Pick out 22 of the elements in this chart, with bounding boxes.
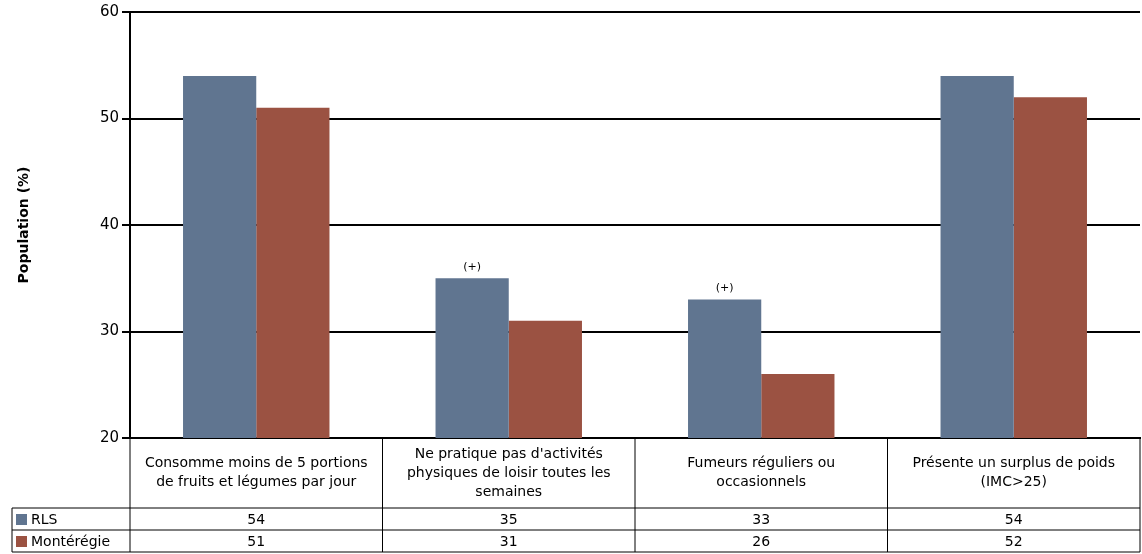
data-label: 33 xyxy=(752,510,771,527)
data-label: 54 xyxy=(1004,510,1023,527)
y-tick-label: 20 xyxy=(99,427,119,446)
x-tick-label: Présente un surplus de poids (IMC>25) xyxy=(912,454,1116,490)
legend-label: Montérégie xyxy=(31,532,111,549)
legend-label: RLS xyxy=(31,510,58,527)
y-tick-label: 30 xyxy=(99,321,119,340)
data-label: 35 xyxy=(499,510,518,527)
annotation: (+) xyxy=(715,280,734,294)
y-axis-title: Population (%) xyxy=(15,166,32,284)
y-tick-label: 40 xyxy=(99,214,119,233)
data-label: 51 xyxy=(247,532,266,549)
data-label: 52 xyxy=(1004,532,1023,549)
data-label: 31 xyxy=(499,532,518,549)
data-label: 54 xyxy=(247,510,266,527)
x-tick-label: Fumeurs réguliers ou occasionnels xyxy=(687,454,836,490)
y-tick-label: 50 xyxy=(99,108,119,127)
x-tick-label: Consomme moins de 5 portions de fruits et légumes par jour xyxy=(144,454,368,490)
annotation: (+) xyxy=(463,259,482,273)
x-tick-label: Ne pratique pas d'activités physiques de loisir toutes les semaines xyxy=(406,444,611,499)
y-tick-label: 60 xyxy=(99,1,119,20)
data-label: 26 xyxy=(752,532,771,549)
